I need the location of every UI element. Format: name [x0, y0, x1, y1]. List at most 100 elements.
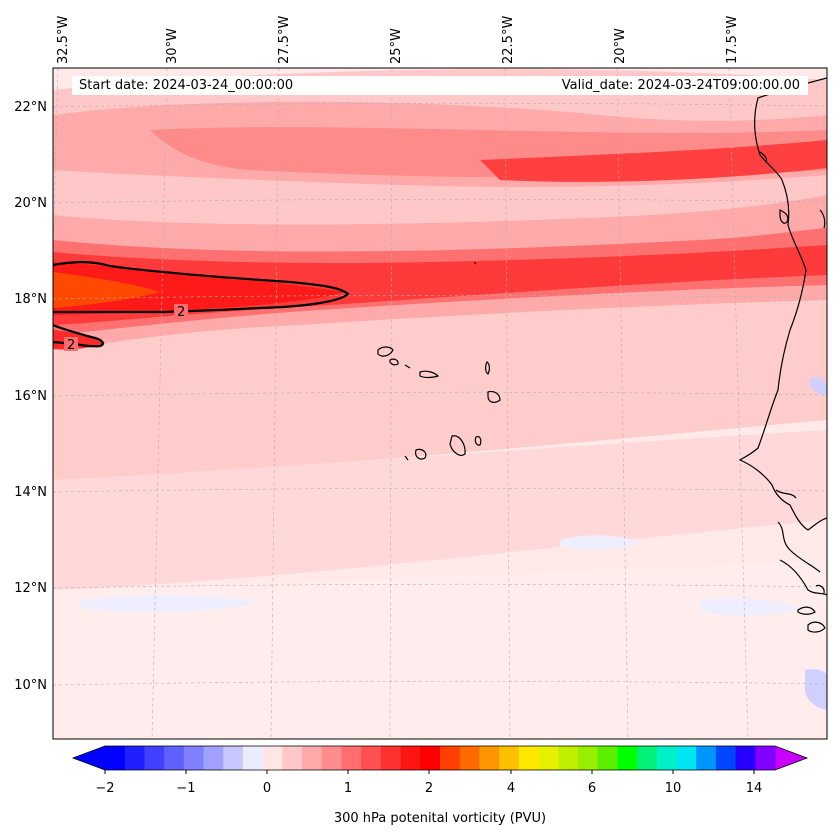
colorbar-cell	[676, 746, 697, 770]
pv-2-contour	[53, 261, 350, 348]
coast-detail-6	[779, 559, 827, 596]
coast-detail-3	[819, 209, 826, 229]
colorbar-under-arrow	[73, 746, 105, 770]
meridian-27-5w	[270, 68, 280, 739]
colorbar-cell	[577, 746, 599, 770]
coast-detail-5	[777, 521, 821, 573]
meridian-17-5w	[728, 68, 749, 739]
colorbar-cell	[164, 746, 185, 770]
colorbar-tick-label: 4	[507, 781, 515, 796]
island-sao-nicolau	[419, 370, 440, 379]
colorbar: −2 −1 0 1 2 4 6 10 14 300 hPa potenital …	[71, 745, 809, 826]
field-south-light	[53, 560, 827, 739]
pv-field	[53, 68, 827, 739]
colorbar-cell	[302, 746, 323, 770]
colorbar-cell	[656, 746, 677, 770]
colorbar-title: 300 hPa potenital vorticity (PVU)	[334, 811, 546, 826]
lon-label-17-5w: 17.5°W	[725, 16, 740, 64]
colorbar-cell	[440, 746, 461, 770]
colorbar-cell	[499, 746, 520, 770]
colorbar-cell	[735, 746, 756, 770]
lat-label-14n: 14°N	[14, 485, 47, 500]
field-negative-patch-5	[810, 377, 827, 395]
longitude-labels: 32.5°W 30°W 27.5°W 25°W 22.5°W 20°W 17.5…	[56, 16, 740, 64]
island-boa-vista	[487, 390, 501, 403]
colorbar-cell	[183, 746, 205, 770]
colorbar-tick-label: 1	[344, 781, 352, 796]
colorbar-cell	[262, 746, 283, 770]
colorbar-cell	[558, 746, 579, 770]
meridian-20w	[616, 68, 629, 739]
coast-detail-4	[775, 489, 797, 499]
meridian-22-5w	[504, 68, 511, 739]
island-brava	[404, 455, 409, 461]
lat-label-20n: 20°N	[14, 196, 47, 211]
african-coastline	[738, 77, 827, 531]
coast-detail-9	[815, 584, 825, 594]
island-santo-antao	[377, 346, 394, 357]
colorbar-cell	[518, 746, 540, 770]
colorbar-cell	[105, 746, 126, 770]
colorbar-cell	[479, 746, 500, 770]
lat-label-10n: 10°N	[14, 678, 47, 693]
colorbar-tick-label: 2	[425, 781, 433, 796]
colorbar-over-arrow	[775, 746, 807, 770]
field-negative-patch-2	[700, 597, 800, 616]
contour-label-south: 2	[67, 338, 75, 353]
meridian-30w	[151, 68, 168, 739]
gridlines	[53, 68, 827, 739]
colorbar-tick-label: 14	[746, 781, 763, 796]
colorbar-cell	[696, 746, 717, 770]
field-negative-patch-3	[560, 535, 640, 551]
colorbar-tick-label: 0	[263, 781, 271, 796]
colorbar-cell	[459, 746, 480, 770]
colorbar-cell	[124, 746, 145, 770]
parallel-20n	[53, 198, 827, 204]
colorbar-cell	[282, 746, 303, 770]
colorbar-cell	[203, 746, 224, 770]
contour-line-south	[53, 323, 104, 348]
coastlines	[738, 77, 827, 633]
field-jet-max	[53, 262, 345, 315]
dot-feature	[473, 261, 477, 265]
colorbar-tick-labels: −2 −1 0 1 2 4 6 10 14	[95, 781, 762, 796]
colorbar-cell	[597, 746, 618, 770]
colorbar-cell	[617, 746, 638, 770]
colorbar-cell	[538, 746, 559, 770]
colorbar-cell	[321, 746, 342, 770]
parallel-18n	[53, 294, 827, 300]
contour-line-north	[53, 261, 350, 314]
island-maio	[474, 435, 482, 446]
colorbar-tick-label: −2	[95, 781, 114, 796]
latitude-labels: 22°N 20°N 18°N 16°N 14°N 12°N 10°N	[14, 100, 47, 693]
colorbar-cell	[715, 746, 737, 770]
island-fogo	[415, 448, 427, 460]
colorbar-cell	[380, 746, 402, 770]
valid-date-text: Valid_date: 2024-03-24T09:00:00.00	[561, 78, 800, 93]
field-streak-north-core	[480, 140, 827, 182]
colorbar-cell	[144, 746, 165, 770]
contour-labels: 2 2	[64, 304, 188, 353]
date-banner: Start date: 2024-03-24_00:00:00 Valid_da…	[72, 76, 808, 95]
parallel-12n	[53, 583, 827, 589]
coast-detail-7	[797, 606, 816, 615]
colorbar-cell	[242, 746, 264, 770]
contour-label-north: 2	[177, 305, 185, 320]
field-negative-patch-4	[805, 669, 827, 710]
island-santiago	[449, 435, 466, 456]
lon-label-22-5w: 22.5°W	[501, 16, 516, 64]
lon-label-20w: 20°W	[613, 28, 628, 64]
lon-label-27-5w: 27.5°W	[277, 16, 292, 64]
map-frame	[52, 67, 828, 740]
lon-label-30w: 30°W	[165, 28, 180, 64]
meridian-25w	[389, 68, 393, 739]
lat-label-16n: 16°N	[14, 389, 47, 404]
parallel-22n	[53, 102, 827, 108]
island-sao-vicente	[389, 358, 399, 366]
lat-label-18n: 18°N	[14, 292, 47, 307]
colorbar-cell	[755, 746, 776, 770]
colorbar-cell	[223, 746, 244, 770]
colorbar-cell	[637, 746, 658, 770]
parallel-10n	[53, 680, 827, 686]
